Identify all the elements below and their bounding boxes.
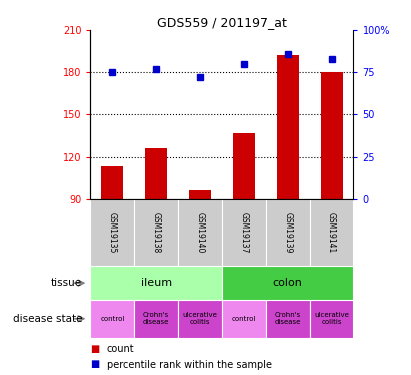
Text: ileum: ileum [141, 278, 172, 288]
Text: ■: ■ [90, 344, 100, 354]
Bar [134, 199, 178, 266]
Text: GSM19139: GSM19139 [283, 212, 292, 253]
Text: control: control [232, 316, 256, 322]
Text: colon: colon [273, 278, 302, 288]
Bar [222, 300, 266, 338]
Title: GDS559 / 201197_at: GDS559 / 201197_at [157, 16, 287, 29]
Bar [222, 199, 266, 266]
Bar [309, 199, 353, 266]
Bar [309, 300, 353, 338]
Bar [145, 148, 167, 199]
Text: GSM19140: GSM19140 [196, 212, 205, 253]
Text: Crohn's
disease: Crohn's disease [275, 312, 301, 325]
Text: count: count [107, 344, 134, 354]
Bar [178, 300, 222, 338]
Text: GSM19135: GSM19135 [108, 212, 117, 253]
Bar [90, 300, 134, 338]
Bar [222, 266, 353, 300]
Bar [233, 133, 255, 199]
Text: GSM19138: GSM19138 [152, 212, 161, 253]
Text: ■: ■ [90, 360, 100, 369]
Text: GSM19137: GSM19137 [239, 212, 248, 253]
Text: Crohn's
disease: Crohn's disease [143, 312, 169, 325]
Bar [266, 199, 309, 266]
Text: tissue: tissue [51, 278, 82, 288]
Text: disease state: disease state [13, 314, 82, 324]
Text: ulcerative
colitis: ulcerative colitis [182, 312, 217, 325]
Bar [266, 300, 309, 338]
Bar [178, 199, 222, 266]
Bar [102, 166, 123, 199]
Bar [90, 266, 222, 300]
Bar [321, 72, 342, 199]
Bar [90, 199, 134, 266]
Bar [134, 300, 178, 338]
Bar [189, 190, 211, 199]
Text: ulcerative
colitis: ulcerative colitis [314, 312, 349, 325]
Bar [277, 56, 299, 199]
Text: percentile rank within the sample: percentile rank within the sample [107, 360, 272, 369]
Text: control: control [100, 316, 125, 322]
Text: GSM19141: GSM19141 [327, 212, 336, 253]
